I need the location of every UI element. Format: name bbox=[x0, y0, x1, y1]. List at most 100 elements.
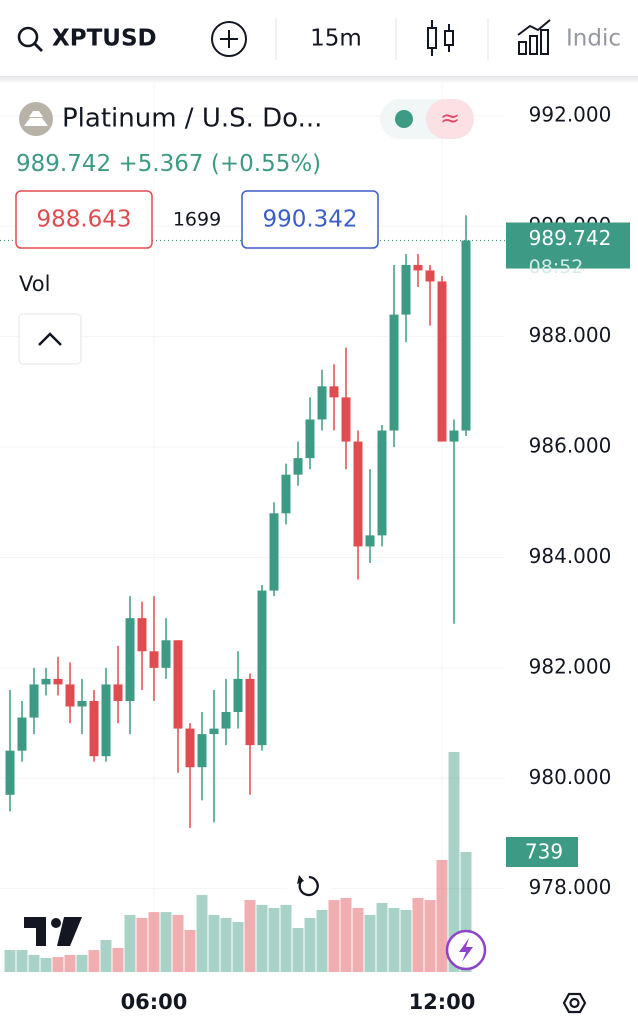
legend-change: +5.367 bbox=[118, 151, 203, 177]
search-icon bbox=[17, 26, 39, 48]
y-tick-label: 982.000 bbox=[529, 654, 612, 678]
volume-bar bbox=[448, 751, 460, 972]
search-icon bbox=[34, 43, 43, 52]
candle-body bbox=[413, 264, 423, 271]
candle-body bbox=[113, 684, 123, 701]
volume-bar bbox=[88, 950, 100, 972]
chart-type-button[interactable] bbox=[427, 20, 454, 56]
market-open-dot bbox=[395, 110, 413, 128]
volume-bar bbox=[460, 851, 472, 972]
volume-bar bbox=[400, 909, 412, 972]
interval-button[interactable]: 15m bbox=[310, 26, 362, 52]
indicators-button[interactable]: Indic bbox=[517, 19, 621, 55]
volume-bar bbox=[220, 917, 232, 972]
volume-bar bbox=[232, 921, 244, 972]
candle-body bbox=[41, 678, 51, 685]
volume-bar bbox=[40, 958, 52, 972]
candle-body bbox=[293, 458, 303, 475]
candle-body bbox=[149, 651, 159, 668]
y-tick-label: 988.000 bbox=[529, 323, 612, 347]
candle-body bbox=[389, 314, 399, 431]
candle-body bbox=[281, 474, 291, 514]
settings-button[interactable] bbox=[562, 992, 587, 1014]
volume-legend: Vol bbox=[19, 272, 50, 296]
candle-body bbox=[305, 419, 315, 459]
candle-body bbox=[353, 441, 363, 547]
candle-body bbox=[317, 386, 327, 420]
volume-bar bbox=[4, 950, 16, 972]
volume-bar bbox=[196, 895, 208, 972]
candle-body bbox=[197, 734, 207, 768]
volume-bar bbox=[28, 954, 40, 972]
volume-bar bbox=[52, 957, 64, 972]
candle-body bbox=[137, 618, 147, 652]
volume-bar bbox=[100, 940, 112, 972]
volume-bar bbox=[304, 917, 316, 972]
sell-button[interactable] bbox=[15, 190, 153, 249]
candle-body bbox=[125, 618, 135, 701]
volume-bar bbox=[340, 897, 352, 972]
candle-body bbox=[329, 386, 339, 398]
tv-logo bbox=[24, 917, 82, 946]
volume-bar bbox=[148, 912, 160, 972]
candle-body bbox=[245, 678, 255, 746]
reset-button[interactable] bbox=[287, 864, 331, 908]
candle-body bbox=[89, 700, 99, 757]
candle-body bbox=[425, 270, 435, 282]
volume-bar bbox=[76, 954, 88, 972]
volume-bar bbox=[16, 950, 28, 972]
x-tick-label: 12:00 bbox=[409, 990, 476, 1014]
candle-body bbox=[269, 513, 279, 591]
volume-bar bbox=[376, 902, 388, 972]
candle-body bbox=[173, 640, 183, 729]
candle-body bbox=[461, 240, 471, 431]
volume-bar bbox=[364, 914, 376, 972]
candle-body bbox=[5, 750, 15, 795]
plot: 978.000 980.000 982.000 984.000 986.000 988.0… bbox=[0, 80, 630, 1014]
candle-body bbox=[221, 712, 231, 729]
buy-button[interactable] bbox=[241, 190, 379, 249]
candle-body bbox=[209, 728, 219, 735]
symbol-logo bbox=[24, 111, 48, 126]
volume-bar bbox=[64, 954, 76, 972]
volume-bar bbox=[208, 914, 220, 972]
candle-body bbox=[365, 535, 375, 547]
volume-bar bbox=[172, 914, 184, 972]
volume-bar bbox=[352, 908, 364, 972]
candle-body bbox=[437, 281, 447, 442]
volume-bar bbox=[160, 912, 172, 972]
volume-bar bbox=[292, 927, 304, 972]
y-tick-label: 978.000 bbox=[529, 875, 612, 899]
y-tick-label: 986.000 bbox=[529, 434, 612, 458]
trade-button[interactable] bbox=[445, 929, 487, 971]
volume-bar bbox=[424, 900, 436, 972]
spread: 1699 bbox=[173, 209, 221, 231]
candle-body bbox=[101, 684, 111, 757]
candle-body bbox=[53, 678, 63, 685]
candle-body bbox=[77, 700, 87, 707]
volume-bar bbox=[184, 929, 196, 972]
legend-title: Platinum / U.S. Do... bbox=[62, 104, 322, 134]
add-symbol[interactable] bbox=[211, 21, 247, 57]
y-tick-label: 984.000 bbox=[529, 544, 612, 568]
volume-bar bbox=[328, 900, 340, 972]
volume-bar bbox=[136, 917, 148, 972]
volume-bar bbox=[316, 909, 328, 972]
volume-bar bbox=[268, 908, 280, 972]
bid-price: 988.643 bbox=[36, 207, 131, 233]
search-button[interactable]: XPTUSD bbox=[17, 26, 157, 52]
legend-price-value: 989.742 bbox=[16, 151, 111, 177]
candle-body bbox=[29, 684, 39, 718]
volume-bar bbox=[388, 908, 400, 972]
x-tick-label: 06:00 bbox=[121, 990, 188, 1014]
candle-body bbox=[233, 678, 243, 713]
volume-bar bbox=[280, 904, 292, 972]
collapse-button[interactable] bbox=[18, 313, 82, 365]
indicators-label: Indic bbox=[566, 26, 621, 52]
candle-body bbox=[161, 640, 171, 668]
candle-body bbox=[377, 430, 387, 536]
candle-body bbox=[17, 717, 27, 751]
toolbar bbox=[0, 0, 638, 76]
